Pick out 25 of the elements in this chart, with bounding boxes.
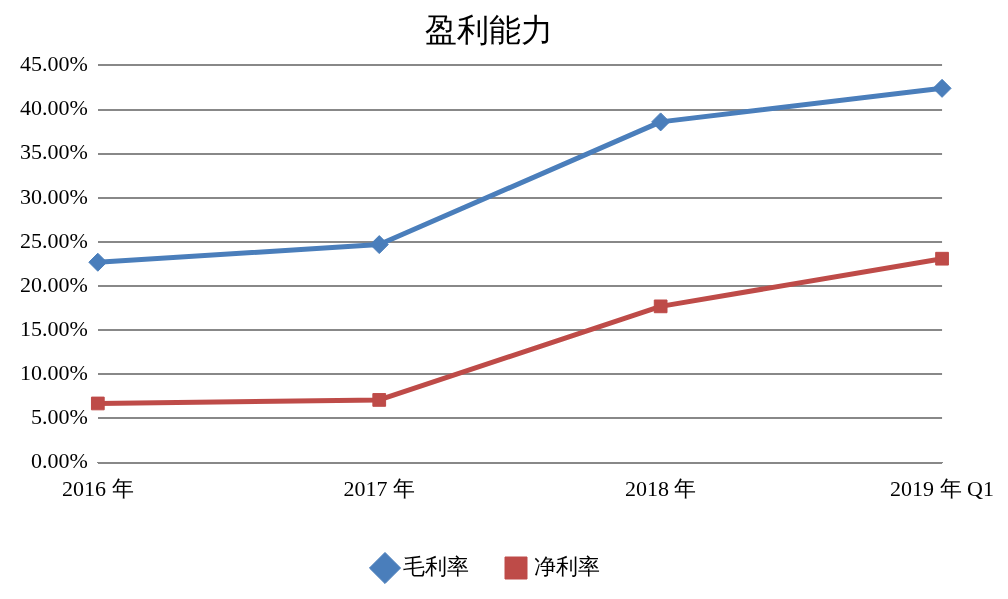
x-tick-label: 2019 年 Q1 [890,475,994,501]
y-tick-label: 35.00% [20,139,88,165]
legend-label: 毛利率 [403,553,469,579]
x-tick-label: 2016 年 [62,475,134,501]
y-tick-label: 5.00% [31,404,88,430]
point [653,299,668,314]
point [90,396,105,411]
point [369,235,389,255]
point [88,252,108,272]
y-tick-label: 25.00% [20,227,88,253]
y-tick-label: 10.00% [20,360,88,386]
x-tick-label: 2017 年 [343,475,415,501]
point [932,78,952,98]
y-tick-label: 45.00% [20,51,88,77]
y-tick-label: 30.00% [20,183,88,209]
y-tick-label: 15.00% [20,315,88,341]
y-tick-label: 20.00% [20,271,88,297]
y-tick-label: 40.00% [20,95,88,121]
y-tick-label: 0.00% [31,448,88,474]
chart-title: 盈利能力 [425,11,553,48]
x-tick-label: 2018 年 [624,475,697,501]
point [372,393,387,407]
legend-label: 净利率 [534,553,600,579]
point [935,251,949,266]
point [651,112,671,132]
